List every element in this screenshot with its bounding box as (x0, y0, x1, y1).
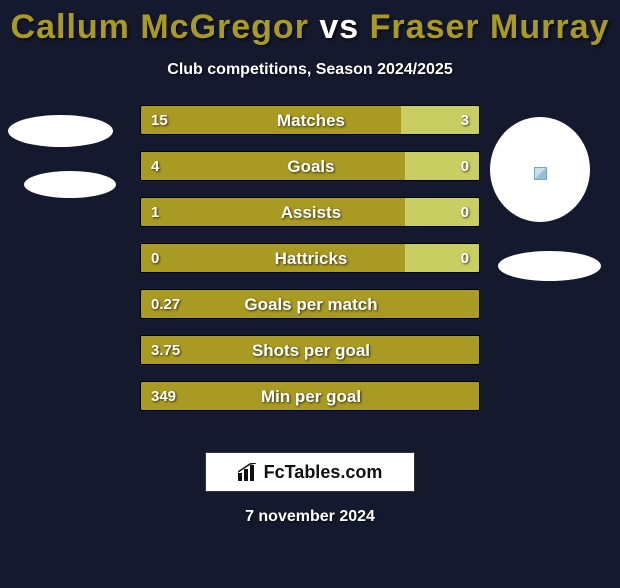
stat-label: Assists (141, 198, 480, 227)
watermark-text: FcTables.com (264, 462, 383, 483)
subtitle: Club competitions, Season 2024/2025 (0, 61, 620, 79)
stat-label: Goals (141, 152, 480, 181)
stat-row: 40Goals (140, 151, 480, 181)
player2-ellipse (498, 251, 601, 281)
stat-label: Goals per match (141, 290, 480, 319)
stat-row: 153Matches (140, 105, 480, 135)
stat-chart: 153Matches 40Goals 10Assists 00Hattricks 0.2… (140, 105, 480, 427)
stat-label: Hattricks (141, 244, 480, 273)
comparison-stage: 153Matches 40Goals 10Assists 00Hattricks 0.2… (0, 105, 620, 435)
stat-label: Shots per goal (141, 336, 480, 365)
stat-row: 3.75Shots per goal (140, 335, 480, 365)
page-title: Callum McGregor vs Fraser Murray (0, 8, 620, 47)
title-player1: Callum McGregor (11, 8, 309, 46)
stat-row: 00Hattricks (140, 243, 480, 273)
title-player2: Fraser Murray (370, 8, 610, 46)
stat-label: Min per goal (141, 382, 480, 411)
stat-row: 10Assists (140, 197, 480, 227)
stat-row: 349Min per goal (140, 381, 480, 411)
player1-ellipse-1 (8, 115, 113, 147)
title-vs: vs (319, 8, 369, 46)
bars-icon (238, 463, 260, 481)
stat-row: 0.27Goals per match (140, 289, 480, 319)
broken-image-icon (534, 167, 547, 180)
watermark: FcTables.com (205, 452, 415, 492)
stat-label: Matches (141, 106, 480, 135)
player1-ellipse-2 (24, 171, 116, 198)
date-caption: 7 november 2024 (0, 508, 620, 526)
